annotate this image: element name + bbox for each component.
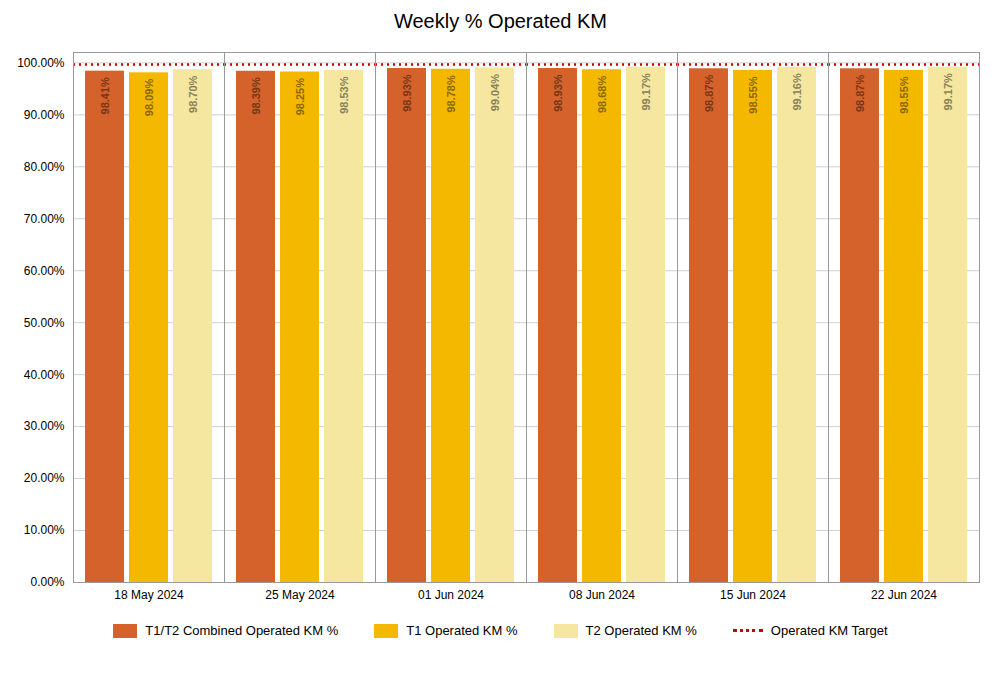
svg-text:98.93%: 98.93%: [401, 74, 413, 112]
svg-text:98.68%: 98.68%: [596, 76, 608, 114]
svg-text:70.00%: 70.00%: [24, 212, 65, 226]
html-text:T1 Operated KM %: T1 Operated KM %: [406, 623, 518, 638]
svg-text:100.00%: 100.00%: [17, 56, 65, 70]
svg-text:98.39%: 98.39%: [250, 77, 262, 115]
svg-text:98.70%: 98.70%: [187, 75, 199, 113]
svg-text:99.17%: 99.17%: [942, 73, 954, 111]
svg-text:80.00%: 80.00%: [24, 160, 65, 174]
svg-text:98.55%: 98.55%: [747, 76, 759, 114]
svg-text:10.00%: 10.00%: [24, 523, 65, 537]
html-text:T1/T2 Combined Operated KM %: T1/T2 Combined Operated KM %: [145, 623, 339, 638]
svg-text:18 May 2024: 18 May 2024: [114, 588, 184, 602]
svg-text:99.04%: 99.04%: [489, 74, 501, 112]
svg-text:98.87%: 98.87%: [703, 75, 715, 113]
svg-text:98.93%: 98.93%: [552, 74, 564, 112]
svg-text:30.00%: 30.00%: [24, 419, 65, 433]
svg-text:98.78%: 98.78%: [445, 75, 457, 113]
svg-text:90.00%: 90.00%: [24, 108, 65, 122]
svg-text:60.00%: 60.00%: [24, 264, 65, 278]
html-text:Operated KM Target: Operated KM Target: [770, 623, 888, 638]
svg-text:22 Jun 2024: 22 Jun 2024: [871, 588, 937, 602]
svg-text:98.55%: 98.55%: [898, 76, 910, 114]
svg-text:98.87%: 98.87%: [854, 75, 866, 113]
svg-text:25 May 2024: 25 May 2024: [265, 588, 335, 602]
svg-text:98.41%: 98.41%: [99, 77, 111, 115]
svg-text:20.00%: 20.00%: [24, 471, 65, 485]
svg-text:98.25%: 98.25%: [294, 78, 306, 116]
html-text:Weekly % Operated KM: Weekly % Operated KM: [394, 10, 607, 32]
svg-text:0.00%: 0.00%: [30, 575, 64, 589]
svg-text:98.09%: 98.09%: [143, 79, 155, 117]
svg-text:01 Jun 2024: 01 Jun 2024: [418, 588, 484, 602]
svg-text:99.17%: 99.17%: [640, 73, 652, 111]
html-text:T2 Operated KM %: T2 Operated KM %: [585, 623, 697, 638]
svg-text:15 Jun 2024: 15 Jun 2024: [720, 588, 786, 602]
svg-text:99.16%: 99.16%: [791, 73, 803, 111]
svg-text:08 Jun 2024: 08 Jun 2024: [569, 588, 635, 602]
svg-text:50.00%: 50.00%: [24, 316, 65, 330]
svg-text:40.00%: 40.00%: [24, 367, 65, 381]
svg-text:98.53%: 98.53%: [338, 76, 350, 114]
